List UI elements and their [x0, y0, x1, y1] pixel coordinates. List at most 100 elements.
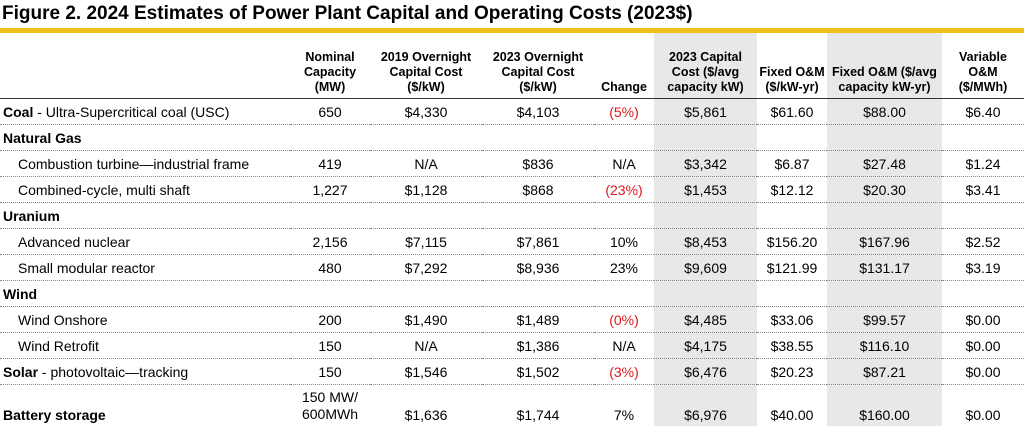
cell-2023-cost: $868 — [482, 177, 594, 203]
cell-fixed-om: $61.60 — [757, 99, 827, 125]
group-row-uranium: Uranium — [0, 203, 1024, 229]
cell-fixed-om-avg: $131.17 — [827, 255, 942, 281]
cell-capacity: 2,156 — [290, 229, 370, 255]
cell-2023-cost: $7,861 — [482, 229, 594, 255]
cell-capacity: 419 — [290, 151, 370, 177]
cell-capacity: 480 — [290, 255, 370, 281]
cell-fixed-om-avg: $27.48 — [827, 151, 942, 177]
group-row-natural-gas: Natural Gas — [0, 125, 1024, 151]
cell-capital-cost: $4,175 — [654, 333, 757, 359]
cell-fixed-om-avg: $99.57 — [827, 307, 942, 333]
cell-change: (23%) — [594, 177, 654, 203]
cell-capacity: 150 — [290, 333, 370, 359]
table-row-battery-storage: Battery storage 150 MW/600MWh $1,636 $1,… — [0, 385, 1024, 426]
cell-2019-cost: $7,115 — [370, 229, 482, 255]
table-row-combustion-turbine: Combustion turbine—industrial frame 419 … — [0, 151, 1024, 177]
table-row-advanced-nuclear: Advanced nuclear 2,156 $7,115 $7,861 10%… — [0, 229, 1024, 255]
cell-variable-om: $3.41 — [942, 177, 1024, 203]
cell-variable-om: $6.40 — [942, 99, 1024, 125]
cell-change: N/A — [594, 151, 654, 177]
cell-fixed-om: $6.87 — [757, 151, 827, 177]
cell-variable-om: $0.00 — [942, 333, 1024, 359]
cell-2023-cost: $1,502 — [482, 359, 594, 385]
cell-variable-om: $3.19 — [942, 255, 1024, 281]
cell-variable-om: $0.00 — [942, 385, 1024, 426]
cell-capital-cost: $9,609 — [654, 255, 757, 281]
table-row-wind-retrofit: Wind Retrofit 150 N/A $1,386 N/A $4,175 … — [0, 333, 1024, 359]
row-label: Coal - Ultra-Supercritical coal (USC) — [0, 99, 290, 125]
cell-capital-cost: $4,485 — [654, 307, 757, 333]
cell-2023-cost: $8,936 — [482, 255, 594, 281]
table-row-small-modular-reactor: Small modular reactor 480 $7,292 $8,936 … — [0, 255, 1024, 281]
cell-fixed-om-avg: $87.21 — [827, 359, 942, 385]
row-label: Wind Onshore — [0, 307, 290, 333]
cell-2019-cost: $7,292 — [370, 255, 482, 281]
cell-2019-cost: $1,636 — [370, 385, 482, 426]
cell-2023-cost: $1,744 — [482, 385, 594, 426]
row-label: Combustion turbine—industrial frame — [0, 151, 290, 177]
header-fixed-om-avg: Fixed O&M ($/avg capacity kW-yr) — [827, 33, 942, 99]
table-row-solar: Solar - photovoltaic—tracking 150 $1,546… — [0, 359, 1024, 385]
row-label-bold: Coal — [3, 104, 33, 120]
row-label: Wind Retrofit — [0, 333, 290, 359]
group-label: Uranium — [0, 203, 290, 229]
cell-fixed-om: $40.00 — [757, 385, 827, 426]
group-label: Wind — [0, 281, 290, 307]
cell-change: 10% — [594, 229, 654, 255]
cell-capacity: 150 MW/600MWh — [290, 385, 370, 426]
cell-variable-om: $2.52 — [942, 229, 1024, 255]
row-label-rest: - Ultra-Supercritical coal (USC) — [33, 104, 229, 120]
cell-change: N/A — [594, 333, 654, 359]
header-row: Nominal Capacity (MW) 2019 Overnight Cap… — [0, 33, 1024, 99]
cell-2019-cost: $1,128 — [370, 177, 482, 203]
row-label-bold: Solar — [3, 364, 38, 380]
cell-fixed-om: $38.55 — [757, 333, 827, 359]
cell-2019-cost: $1,490 — [370, 307, 482, 333]
cell-capacity: 150 — [290, 359, 370, 385]
cell-fixed-om: $12.12 — [757, 177, 827, 203]
cell-2023-cost: $836 — [482, 151, 594, 177]
cell-capital-cost: $8,453 — [654, 229, 757, 255]
row-label-rest: - photovoltaic—tracking — [38, 364, 188, 380]
cell-change: 7% — [594, 385, 654, 426]
cell-capacity: 650 — [290, 99, 370, 125]
header-technology — [0, 33, 290, 99]
cell-fixed-om-avg: $88.00 — [827, 99, 942, 125]
cell-change: (3%) — [594, 359, 654, 385]
table-row-coal: Coal - Ultra-Supercritical coal (USC) 65… — [0, 99, 1024, 125]
row-label: Advanced nuclear — [0, 229, 290, 255]
cell-fixed-om: $33.06 — [757, 307, 827, 333]
cell-fixed-om: $20.23 — [757, 359, 827, 385]
row-label: Solar - photovoltaic—tracking — [0, 359, 290, 385]
cell-change: 23% — [594, 255, 654, 281]
header-variable-om: Variable O&M ($/MWh) — [942, 33, 1024, 99]
header-2023-overnight-cost: 2023 Overnight Capital Cost ($/kW) — [482, 33, 594, 99]
header-change: Change — [594, 33, 654, 99]
cell-fixed-om: $121.99 — [757, 255, 827, 281]
capacity-line-2: 600MWh — [293, 406, 367, 423]
capacity-line-1: 150 MW/ — [293, 389, 367, 406]
group-label: Natural Gas — [0, 125, 290, 151]
row-label: Battery storage — [0, 385, 290, 426]
cell-change: (5%) — [594, 99, 654, 125]
cell-2019-cost: N/A — [370, 333, 482, 359]
cell-2019-cost: $1,546 — [370, 359, 482, 385]
cell-2019-cost: N/A — [370, 151, 482, 177]
cell-capital-cost: $5,861 — [654, 99, 757, 125]
group-row-wind: Wind — [0, 281, 1024, 307]
cell-2019-cost: $4,330 — [370, 99, 482, 125]
cell-2023-cost: $1,386 — [482, 333, 594, 359]
header-2023-capital-cost: 2023 Capital Cost ($/avg capacity kW) — [654, 33, 757, 99]
cell-capital-cost: $6,976 — [654, 385, 757, 426]
cell-change: (0%) — [594, 307, 654, 333]
row-label: Small modular reactor — [0, 255, 290, 281]
table-row-wind-onshore: Wind Onshore 200 $1,490 $1,489 (0%) $4,4… — [0, 307, 1024, 333]
figure-title: Figure 2. 2024 Estimates of Power Plant … — [0, 0, 1024, 28]
cell-2023-cost: $1,489 — [482, 307, 594, 333]
cell-fixed-om: $156.20 — [757, 229, 827, 255]
cell-fixed-om-avg: $160.00 — [827, 385, 942, 426]
cell-fixed-om-avg: $116.10 — [827, 333, 942, 359]
cost-table: Nominal Capacity (MW) 2019 Overnight Cap… — [0, 33, 1024, 426]
cell-fixed-om-avg: $167.96 — [827, 229, 942, 255]
table-row-combined-cycle: Combined-cycle, multi shaft 1,227 $1,128… — [0, 177, 1024, 203]
